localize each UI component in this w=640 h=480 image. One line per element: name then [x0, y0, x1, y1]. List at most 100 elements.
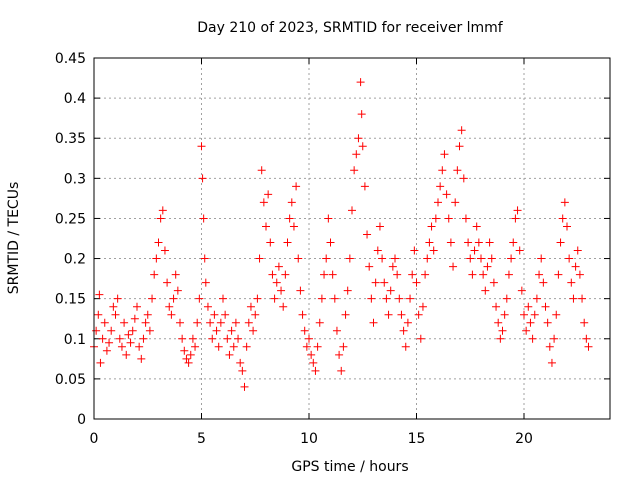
data-point: [571, 262, 580, 271]
data-point: [466, 254, 475, 263]
data-point: [345, 254, 354, 263]
data-point: [326, 238, 335, 247]
data-point: [558, 214, 567, 223]
data-point: [324, 214, 333, 223]
y-tick-label: 0.4: [64, 91, 86, 107]
data-point: [210, 310, 219, 319]
data-point: [535, 270, 544, 279]
data-point: [240, 382, 249, 391]
data-point: [474, 238, 483, 247]
data-point: [418, 302, 427, 311]
y-tick-label: 0.3: [64, 171, 86, 187]
plot-frame: [93, 57, 611, 420]
data-point: [330, 294, 339, 303]
data-point: [498, 326, 507, 335]
data-point: [195, 294, 204, 303]
data-point: [446, 238, 455, 247]
data-point: [375, 222, 384, 231]
x-tick-label: 15: [408, 431, 426, 447]
data-point: [135, 342, 144, 351]
data-point: [357, 110, 366, 119]
data-point: [148, 294, 157, 303]
data-point: [397, 310, 406, 319]
data-point: [550, 334, 559, 343]
data-point: [307, 350, 316, 359]
data-point: [487, 254, 496, 263]
data-point: [403, 318, 412, 327]
y-tick-label: 0.15: [55, 292, 86, 308]
data-point: [459, 174, 468, 183]
data-point: [360, 182, 369, 191]
data-point: [317, 294, 326, 303]
data-point: [107, 326, 116, 335]
data-point: [322, 254, 331, 263]
data-point: [251, 310, 260, 319]
data-point: [184, 358, 193, 367]
data-point: [292, 182, 301, 191]
data-point: [313, 342, 322, 351]
data-point: [180, 346, 189, 355]
data-point: [203, 302, 212, 311]
data-point: [504, 270, 513, 279]
data-point: [507, 254, 516, 263]
data-point: [337, 366, 346, 375]
data-point: [311, 366, 320, 375]
data-point: [410, 246, 419, 255]
x-tick-label: 0: [90, 431, 99, 447]
data-point: [556, 238, 565, 247]
data-point: [524, 302, 533, 311]
data-point: [537, 254, 546, 263]
data-point: [449, 262, 458, 271]
data-point: [573, 246, 582, 255]
data-point: [176, 318, 184, 327]
data-point: [198, 174, 207, 183]
data-point: [227, 326, 236, 335]
data-point: [352, 150, 361, 159]
data-point: [477, 254, 485, 263]
data-point: [552, 310, 561, 319]
data-point: [214, 342, 223, 351]
data-point: [500, 310, 509, 319]
data-point: [113, 294, 122, 303]
data-point: [212, 326, 221, 335]
x-axis-label: GPS time / hours: [291, 459, 408, 475]
data-point: [236, 358, 245, 367]
data-point: [332, 326, 341, 335]
data-point: [188, 334, 197, 343]
data-point: [219, 294, 227, 303]
data-point: [522, 326, 531, 335]
data-point: [109, 302, 118, 311]
data-point: [565, 254, 574, 263]
y-tick-label: 0: [77, 412, 86, 428]
data-point: [369, 318, 378, 327]
data-point: [511, 214, 520, 223]
chart-title: Day 210 of 2023, SRMTID for receiver lmm…: [197, 20, 504, 36]
data-point: [167, 310, 176, 319]
data-point: [442, 190, 451, 199]
data-point: [285, 214, 294, 223]
data-point: [246, 302, 255, 311]
data-point: [223, 334, 232, 343]
data-point: [481, 286, 490, 295]
y-tick-label: 0.25: [55, 211, 86, 227]
data-point: [234, 334, 243, 343]
data-point: [391, 254, 399, 263]
data-point: [414, 310, 423, 319]
data-point: [444, 214, 453, 223]
data-point: [457, 126, 466, 135]
data-point: [272, 278, 281, 287]
data-point: [440, 150, 449, 159]
data-point: [348, 206, 356, 215]
data-point: [569, 294, 578, 303]
data-point: [532, 294, 541, 303]
data-point: [401, 342, 410, 351]
data-point: [143, 310, 152, 319]
data-point: [543, 318, 552, 327]
data-point: [96, 358, 105, 367]
data-point: [567, 278, 576, 287]
data-point: [199, 214, 208, 223]
data-point: [356, 78, 365, 87]
data-point: [496, 334, 505, 343]
data-point: [173, 286, 182, 295]
data-point: [287, 198, 296, 207]
